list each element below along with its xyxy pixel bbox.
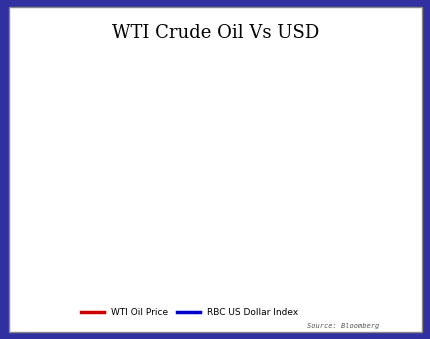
Text: WTI Crude Oil Vs USD: WTI Crude Oil Vs USD — [112, 24, 318, 42]
Legend: WTI Oil Price, RBC US Dollar Index: WTI Oil Price, RBC US Dollar Index — [77, 305, 301, 321]
Text: Source: Bloomberg: Source: Bloomberg — [306, 323, 378, 329]
Y-axis label: % Move in RBC US Dollar Index: % Move in RBC US Dollar Index — [398, 88, 407, 220]
Y-axis label: WTI Oil Price: WTI Oil Price — [14, 126, 23, 183]
